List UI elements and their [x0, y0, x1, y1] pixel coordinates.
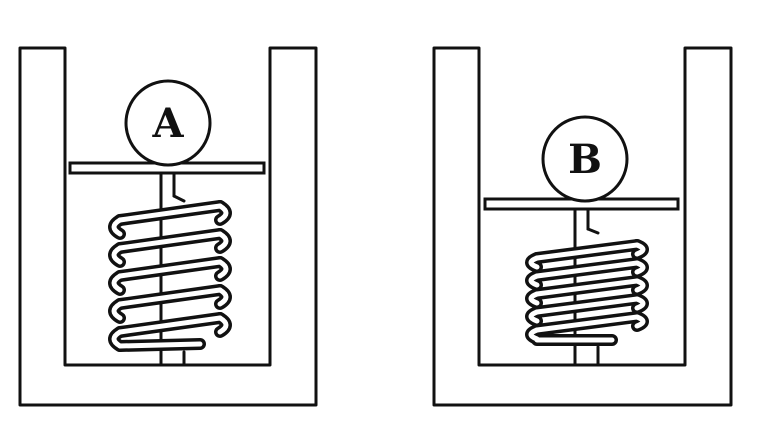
figure-b: B — [432, 46, 733, 407]
container-a — [18, 46, 318, 407]
ball-b-label: B — [568, 136, 602, 183]
container-b — [432, 46, 733, 407]
spring-b — [525, 239, 649, 346]
figure-a: A — [18, 46, 318, 407]
ball-b: B — [541, 115, 629, 203]
ball-a-label: A — [151, 100, 184, 147]
spring-a — [108, 200, 232, 352]
ball-a: A — [124, 79, 212, 167]
